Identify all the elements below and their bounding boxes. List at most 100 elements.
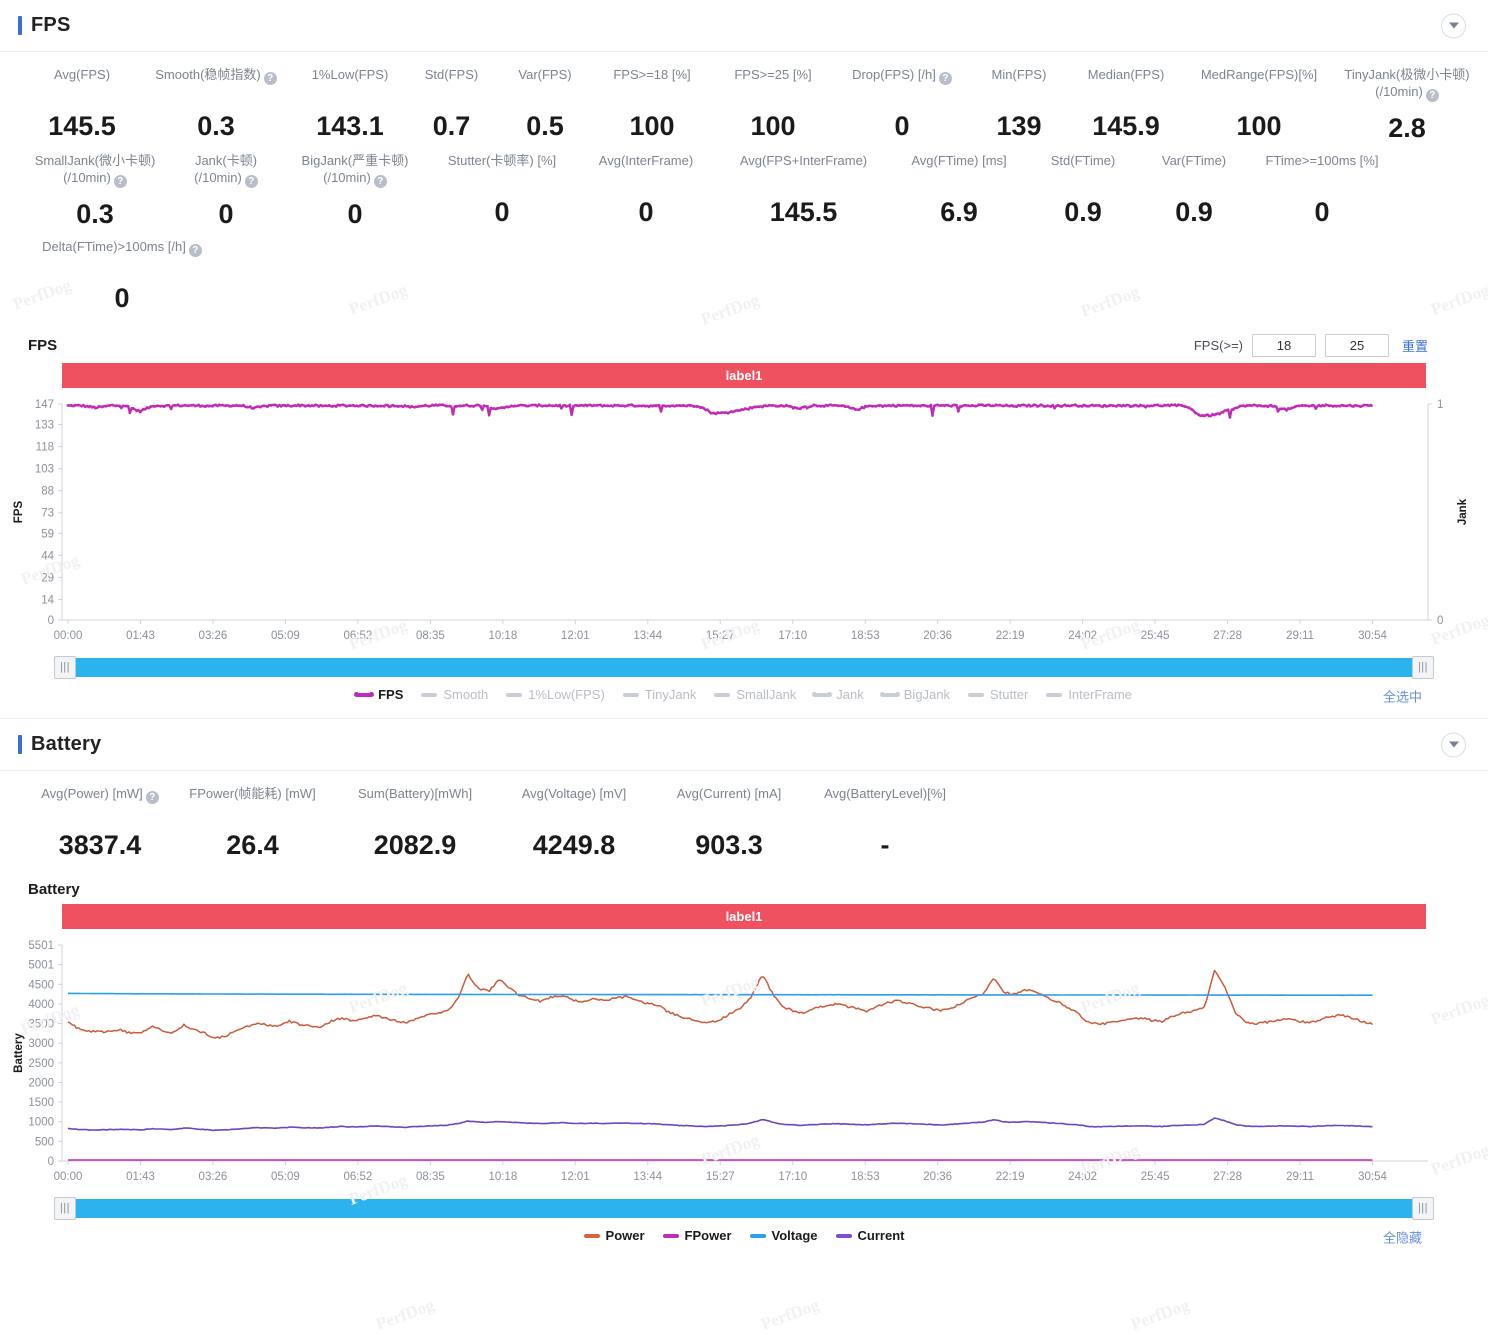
legend-label: BigJank — [903, 687, 951, 702]
svg-text:147: 147 — [35, 399, 54, 411]
fps-collapse-button[interactable] — [1441, 13, 1466, 38]
svg-text:118: 118 — [36, 442, 54, 454]
svg-text:0: 0 — [1437, 615, 1443, 627]
svg-text:20:36: 20:36 — [923, 630, 952, 642]
svg-text:01:43: 01:43 — [126, 630, 155, 642]
legend-item-current[interactable]: Current — [835, 1228, 904, 1243]
help-icon[interactable]: ? — [263, 72, 277, 85]
fps-time-scrollbar[interactable]: ||| ||| — [54, 656, 1434, 679]
svg-text:00:00: 00:00 — [54, 1171, 83, 1183]
metric-label: Min(FPS) — [991, 67, 1047, 82]
metric-value: 143.1 — [316, 111, 384, 141]
fps-label-bar[interactable]: label1 — [62, 363, 1426, 388]
legend-item-interframe[interactable]: InterFrame — [1046, 687, 1132, 702]
svg-text:1: 1 — [1437, 399, 1443, 411]
legend-swatch — [812, 691, 833, 697]
battery-collapse-button[interactable] — [1441, 732, 1466, 757]
fps-reset-link[interactable]: 重置 — [1401, 339, 1428, 354]
fps-legend-select-all[interactable]: 全选中 — [1382, 689, 1422, 704]
metric-value: 0 — [894, 111, 910, 141]
fps-scroll-handle-right[interactable]: ||| — [1412, 656, 1434, 679]
metric-label: Stutter(卡顿率) [%] — [447, 153, 557, 168]
watermark: PerfDog — [373, 1295, 437, 1334]
metric-value: 0.3 — [76, 199, 114, 229]
legend-item-1-low-fps[interactable]: 1%Low(FPS) — [506, 687, 605, 702]
metric-label: BigJank(严重卡顿) (/10min)? — [301, 153, 409, 188]
metric-value: 145.5 — [48, 111, 116, 141]
metric-cell: 1%Low(FPS) 143.1 — [296, 66, 404, 142]
grip-icon: ||| — [59, 661, 71, 673]
legend-item-tinyjank[interactable]: TinyJank — [622, 687, 696, 702]
metric-value: 2.8 — [1388, 113, 1426, 143]
metric-cell: Std(FTime) 0.9 — [1027, 152, 1139, 228]
legend-swatch — [662, 1233, 679, 1238]
metric-value: 6.9 — [940, 197, 978, 227]
metric-value: 903.3 — [695, 830, 763, 860]
fps-threshold-high-input[interactable] — [1324, 334, 1389, 357]
metric-label: Avg(Power) [mW]? — [41, 785, 159, 819]
legend-item-smooth[interactable]: Smooth — [421, 687, 488, 702]
chevron-down-icon — [1448, 22, 1459, 29]
help-icon[interactable]: ? — [1425, 89, 1439, 102]
metric-label: Avg(InterFrame) — [598, 153, 694, 168]
help-icon[interactable]: ? — [938, 72, 952, 85]
svg-text:0: 0 — [48, 615, 54, 627]
battery-series-current — [67, 1117, 1373, 1132]
battery-scroll-handle-left[interactable]: ||| — [54, 1197, 76, 1220]
fps-scroll-handle-left[interactable]: ||| — [54, 656, 76, 679]
metric-label: Smooth(稳帧指数)? — [155, 66, 277, 100]
fps-threshold-controls: FPS(>=) 重置 — [1194, 334, 1428, 357]
watermark: PerfDog — [1128, 1295, 1192, 1334]
svg-text:2000: 2000 — [28, 1077, 54, 1089]
help-icon[interactable]: ? — [145, 791, 159, 804]
legend-label: FPower — [684, 1228, 732, 1243]
metric-cell: Delta(FTime)>100ms [/h]? 0 — [22, 238, 222, 314]
svg-text:29:11: 29:11 — [1286, 630, 1314, 642]
svg-text:59: 59 — [41, 528, 54, 540]
metric-cell: Avg(Power) [mW]? 3837.4 — [30, 785, 170, 861]
metric-value: 4249.8 — [532, 830, 616, 860]
fps-threshold-low-input[interactable] — [1251, 334, 1316, 357]
battery-time-scrollbar[interactable]: ||| ||| — [54, 1197, 1434, 1220]
legend-label: Stutter — [990, 687, 1029, 702]
legend-item-voltage[interactable]: Voltage — [749, 1228, 818, 1243]
battery-chart-svg[interactable]: 0 500 1000 1500 2000 2500 3000 3500 4000 4500 5001… — [0, 929, 1488, 1197]
svg-text:10:18: 10:18 — [488, 630, 517, 642]
svg-text:27:28: 27:28 — [1213, 630, 1242, 642]
battery-scroll-handle-right[interactable]: ||| — [1412, 1197, 1434, 1220]
legend-label: Voltage — [771, 1228, 818, 1243]
metric-label: Jank(卡顿) (/10min)? — [194, 153, 258, 188]
fps-chart-header: FPS FPS(>=) 重置 — [0, 326, 1488, 363]
legend-item-fpower[interactable]: FPower — [662, 1228, 732, 1243]
legend-label: Smooth — [443, 687, 489, 702]
legend-item-fps[interactable]: FPS — [354, 687, 403, 702]
fps-plot[interactable]: 0 14 29 44 59 73 88 103 118 133 147 FPS 00:00 01:43 03… — [0, 388, 1488, 656]
legend-item-jank[interactable]: Jank — [812, 687, 864, 702]
svg-text:01:43: 01:43 — [126, 1171, 155, 1183]
help-icon[interactable]: ? — [113, 175, 127, 188]
section-accent-bar — [18, 735, 22, 754]
battery-plot[interactable]: 0 500 1000 1500 2000 2500 3000 3500 4000 4500 5001… — [0, 929, 1488, 1197]
section-divider — [0, 718, 1488, 719]
metric-value: 100 — [629, 111, 675, 141]
metric-label: FPS>=25 [%] — [734, 67, 812, 82]
legend-item-stutter[interactable]: Stutter — [968, 687, 1028, 702]
battery-label-bar[interactable]: label1 — [62, 904, 1426, 929]
svg-text:10:18: 10:18 — [488, 1171, 517, 1183]
help-icon[interactable]: ? — [244, 175, 258, 188]
help-icon[interactable]: ? — [188, 244, 202, 257]
metric-value: 0 — [347, 199, 363, 229]
metric-value: 0.3 — [197, 111, 235, 141]
battery-legend-hide-all[interactable]: 全隐藏 — [1382, 1230, 1422, 1245]
legend-swatch — [968, 692, 985, 697]
svg-text:3500: 3500 — [28, 1019, 54, 1031]
legend-item-power[interactable]: Power — [583, 1228, 645, 1243]
legend-item-bigjank[interactable]: BigJank — [879, 687, 951, 702]
legend-swatch — [583, 1233, 600, 1238]
metric-value: - — [880, 830, 890, 860]
svg-text:22:19: 22:19 — [996, 630, 1025, 642]
legend-item-smalljank[interactable]: SmallJank — [714, 687, 796, 702]
svg-text:12:01: 12:01 — [561, 630, 590, 642]
help-icon[interactable]: ? — [373, 175, 387, 188]
